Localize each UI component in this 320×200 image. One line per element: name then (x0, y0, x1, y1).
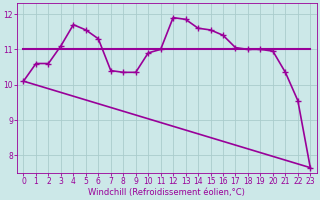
X-axis label: Windchill (Refroidissement éolien,°C): Windchill (Refroidissement éolien,°C) (88, 188, 245, 197)
